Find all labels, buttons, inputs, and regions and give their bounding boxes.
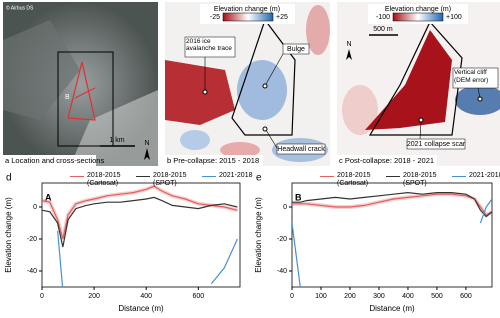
panel-caption: a Location and cross-sections: [5, 156, 104, 165]
x-tick-label: 200: [88, 293, 100, 300]
annotation: 2021 collapse scar: [407, 141, 466, 148]
legend-swatch: [452, 176, 466, 177]
panel-c: Elevation change (m) -100 +100 500 m N V…: [337, 2, 500, 166]
legend-label: 2018-2015 (SPOT): [403, 172, 437, 187]
annotation: Headwall crack: [277, 146, 325, 153]
colorbar-max: +100: [446, 14, 462, 21]
y-tick-label: -40: [27, 268, 37, 275]
y-axis-label: Elevation change (m): [254, 197, 263, 273]
legend-swatch: [70, 176, 84, 177]
profile-label: B: [295, 192, 302, 202]
series-line: [292, 191, 492, 218]
x-tick-label: 400: [402, 293, 414, 300]
colorbar-title: Elevation change (m): [385, 6, 451, 13]
y-tick-label: -20: [27, 236, 37, 243]
panel-caption: b Pre-collapse: 2015 - 2018: [167, 156, 259, 165]
legend-entry: 2018-2015 (Cartosat): [70, 172, 139, 188]
colorbar-min: -25: [210, 14, 220, 21]
y-axis-label: Elevation change (m): [4, 197, 13, 273]
panel-letter: d: [6, 173, 12, 184]
plot-frame: [291, 182, 493, 288]
colorbar-min: -100: [376, 14, 390, 21]
profile-label: A: [45, 192, 52, 202]
scale-label: 500 m: [373, 26, 393, 33]
x-tick-label: 0: [290, 293, 294, 300]
legend-swatch: [386, 176, 400, 177]
x-tick-label: 200: [344, 293, 356, 300]
legend-swatch: [320, 176, 334, 177]
legend-label: 2018-2015 (Cartosat): [87, 172, 121, 187]
x-axis-label: Distance (m): [369, 304, 415, 313]
plot-frame: [41, 182, 241, 288]
copyright: © Airbus DS: [6, 4, 34, 11]
panel-a: © Airbus DS B 1 km N a Location and cros…: [3, 2, 158, 166]
panel-caption: c Post-collapse: 2018 - 2021: [339, 156, 434, 165]
scale-label: 1 km: [109, 137, 124, 144]
legend-swatch: [136, 176, 150, 177]
series-band: [42, 183, 238, 240]
legend-label: 2018-2015 (Cartosat): [337, 172, 371, 187]
legend-entry: 2018-2015 (SPOT): [386, 172, 455, 188]
profile-label: B: [65, 94, 70, 101]
x-tick-label: 300: [373, 293, 385, 300]
y-tick-label: -20: [277, 236, 287, 243]
legend-entry: 2018-2015 (SPOT): [136, 172, 205, 188]
panel-b: Elevation change (m) -25 +25 2016 ice av…: [165, 2, 330, 166]
annotation: Bulge: [287, 46, 305, 53]
legend-label: 2018-2015 (SPOT): [153, 172, 187, 187]
legend-entry: 2021-2018: [202, 172, 271, 180]
panel-letter: e: [256, 173, 262, 184]
legend-entry: 2021-2018: [452, 172, 500, 180]
north-label: N: [346, 41, 351, 48]
y-tick-label: -40: [277, 268, 287, 275]
annotation: 2016 ice avalanche trace: [186, 38, 232, 52]
series-band: [292, 192, 492, 218]
x-tick-label: 0: [40, 293, 44, 300]
annotation: Vertical cliff (DEM error): [454, 69, 489, 84]
series-line: [42, 196, 238, 248]
x-tick-label: 500: [431, 293, 443, 300]
legend-label: 2021-2018: [219, 172, 253, 179]
x-tick-label: 400: [140, 293, 152, 300]
legend-entry: 2018-2015 (Cartosat): [320, 172, 389, 188]
series-line: [292, 198, 492, 287]
x-tick-label: 600: [460, 293, 472, 300]
y-tick-label: 0: [33, 204, 37, 211]
colorbar-title: Elevation change (m): [214, 6, 280, 13]
y-tick-label: 0: [283, 204, 287, 211]
colorbar-max: +25: [276, 14, 288, 21]
legend-label: 2021-2018: [469, 172, 500, 179]
x-axis-label: Distance (m): [118, 304, 164, 313]
legend-swatch: [202, 176, 216, 177]
series-line: [57, 230, 238, 287]
x-tick-label: 100: [315, 293, 327, 300]
x-tick-label: 600: [192, 293, 204, 300]
series-line: [42, 185, 238, 240]
north-label: N: [144, 140, 149, 147]
